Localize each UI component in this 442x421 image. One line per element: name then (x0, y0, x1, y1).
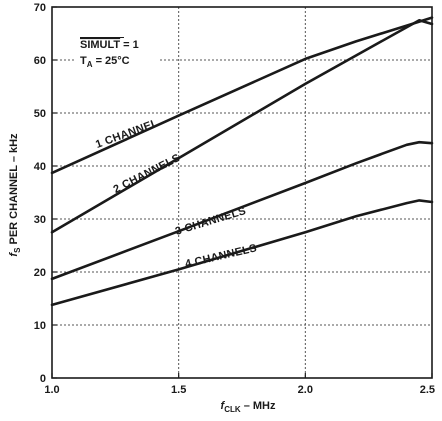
y-tick-label: 70 (34, 2, 46, 14)
x-tick-label: 2.5 (420, 384, 435, 396)
y-axis-label: fS PER CHANNEL – kHz (8, 133, 22, 257)
simult-label: SIMULT (80, 39, 120, 51)
y-tick-label: 20 (34, 267, 46, 279)
ta-label: T (80, 55, 87, 67)
y-axis-label-symbol: f (8, 252, 20, 257)
series-line-4 (50, 199, 434, 307)
annotation-background (74, 34, 160, 72)
y-tick-label: 10 (34, 320, 46, 332)
annotation-temperature: TA = 25°C (80, 55, 130, 69)
series-label-4: 4 CHANNELS (184, 242, 258, 270)
plot-frame (51, 6, 433, 379)
y-axis-ticks: 0 10 20 30 40 50 60 70 (34, 2, 57, 385)
annotation-box: SIMULT = 1 TA = 25°C (74, 34, 160, 72)
simult-value: = 1 (120, 39, 139, 51)
y-tick-label: 50 (34, 108, 46, 120)
series-line-2 (50, 19, 434, 234)
x-tick-label: 1.5 (171, 384, 186, 396)
series-lines (50, 16, 434, 307)
grid (52, 7, 432, 378)
y-tick-label: 0 (40, 373, 46, 385)
annotation-simult: SIMULT = 1 (80, 39, 139, 51)
ta-sub: A (87, 60, 93, 69)
series-label-1: 1 CHANNEL (94, 117, 160, 151)
x-axis-ticks: 1.0 1.5 2.0 2.5 (44, 373, 435, 396)
y-axis-label-rest: PER CHANNEL – kHz (8, 133, 20, 248)
x-axis-label: fCLK – MHz (221, 400, 276, 414)
ta-value: = 25°C (93, 55, 130, 67)
x-axis-label-sub: CLK (224, 405, 241, 414)
x-axis-label-rest: – MHz (241, 400, 276, 412)
series-label-2: 2 CHANNELS (112, 152, 183, 196)
y-tick-label: 60 (34, 55, 46, 67)
y-tick-label: 30 (34, 214, 46, 226)
y-tick-label: 40 (34, 161, 46, 173)
x-tick-label: 2.0 (298, 384, 313, 396)
series-label-3: 3 CHANNELS (174, 205, 248, 238)
x-tick-label: 1.0 (44, 384, 59, 396)
x-axis-label-symbol: f (221, 400, 226, 412)
series-line-3 (50, 140, 434, 281)
y-axis-label-sub: S (13, 247, 22, 253)
